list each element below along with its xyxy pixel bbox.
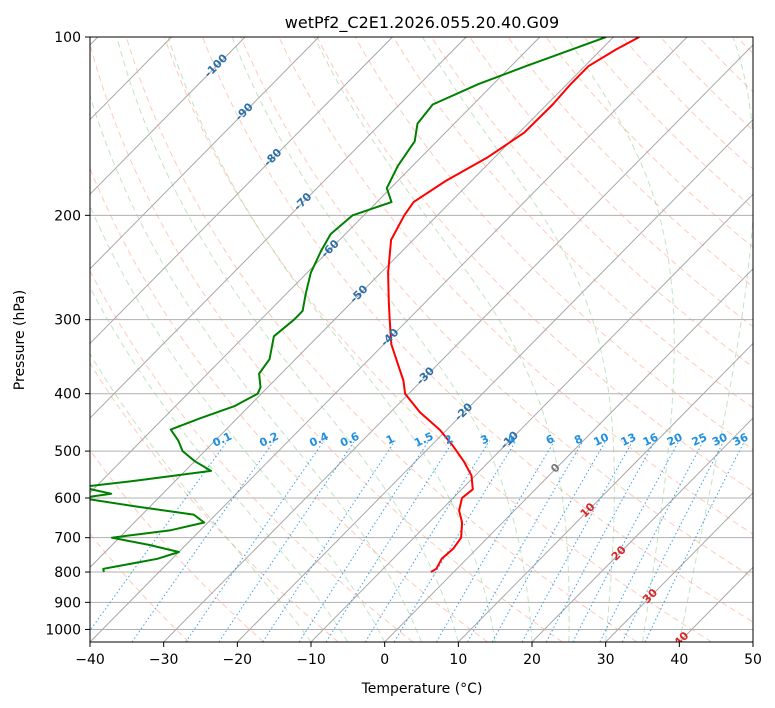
dewpoint-trace [90, 37, 607, 573]
x-tick-label: 20 [523, 652, 541, 668]
y-tick-label: 500 [54, 444, 81, 460]
dry-adiabat [316, 37, 753, 493]
moist-adiabat [313, 37, 570, 642]
isotherm-line [605, 492, 753, 642]
mixing-ratio-line [262, 440, 396, 642]
moist-adiabat [90, 286, 349, 642]
y-tick-label: 900 [54, 595, 81, 611]
temperature-trace [387, 37, 640, 573]
isotherm-line [90, 37, 688, 642]
x-tick-label: 50 [744, 652, 762, 668]
isobar-gridlines [90, 37, 753, 630]
isotherm-line [163, 44, 753, 642]
dry-adiabat [469, 37, 753, 328]
dry-adiabat [354, 37, 753, 450]
mixing-ratio-line [218, 440, 356, 642]
mixing-ratio-label: 13 [619, 431, 638, 449]
mixing-ratio-line [298, 440, 430, 642]
sounding-traces [90, 37, 640, 573]
mixing-ratio-line [393, 440, 517, 642]
mixing-ratio-label: 10 [592, 430, 612, 448]
mixing-ratio-label: 25 [690, 431, 709, 449]
isotherm-line [457, 342, 753, 642]
dry-adiabat [392, 37, 753, 409]
mixing-ratio-line [364, 440, 491, 642]
mixing-ratio-label: 20 [665, 430, 685, 448]
plot-area: -100-90-80-70-60-50-40-30-20-10010203040… [90, 37, 753, 642]
dry-adiabat [90, 449, 264, 642]
dry-adiabat [90, 41, 563, 642]
y-tick-label: 700 [54, 531, 81, 547]
isotherm-line [531, 417, 753, 642]
moist-adiabat [116, 37, 459, 642]
moist-adiabat [167, 37, 496, 642]
moist-adiabat [90, 204, 386, 642]
moist-adiabat [422, 37, 615, 642]
y-tick-label: 400 [54, 387, 81, 403]
y-tick-label: 100 [54, 30, 81, 46]
x-tick-label: −30 [149, 652, 179, 668]
dry-adiabat [125, 37, 638, 642]
mixing-ratio-line [644, 440, 746, 642]
x-tick-label: 30 [597, 652, 615, 668]
mixing-ratio-line [185, 440, 325, 642]
x-tick-label: −40 [75, 652, 105, 668]
isotherm-line [90, 37, 393, 345]
dry-adiabat [202, 37, 753, 623]
moist-adiabat [231, 37, 533, 642]
isotherm-line [236, 118, 753, 642]
y-tick-label: 1000 [45, 622, 81, 638]
moist-adiabat [566, 37, 675, 642]
mixing-ratio-line [491, 440, 607, 642]
y-tick-label: 300 [54, 313, 81, 329]
x-tick-label: −10 [296, 652, 326, 668]
dry-adiabat [90, 269, 414, 642]
mixing-ratio-lines [90, 440, 746, 642]
moist-adiabats [90, 37, 753, 642]
mixing-ratio-line [90, 440, 229, 632]
chart-title: wetPf2_C2E1.2026.055.20.40.G09 [285, 13, 559, 33]
x-tick-label: 0 [380, 652, 389, 668]
dry-adiabat [164, 37, 712, 642]
moist-adiabat [678, 37, 753, 642]
mixing-ratio-line [521, 440, 634, 642]
mixing-ratio-line [435, 440, 556, 642]
isotherm-line [310, 193, 753, 642]
y-tick-label: 600 [54, 491, 81, 507]
isotherm-line [90, 37, 320, 270]
x-axis-label: Temperature (°C) [361, 681, 483, 697]
x-tick-label: −20 [223, 652, 253, 668]
mixing-ratio-line [467, 440, 584, 642]
mixing-ratio-label: 16 [641, 430, 661, 448]
dry-adiabat [240, 37, 753, 579]
mixing-ratio-line [621, 440, 725, 642]
y-axis-ticks: 100 200 300 400 500 600 700 800 900 1000 [45, 30, 90, 638]
dry-adiabat [507, 37, 753, 288]
plot-frame [89, 36, 754, 643]
dry-adiabat [90, 166, 488, 642]
mixing-ratio-line [325, 440, 455, 642]
x-tick-label: 10 [449, 652, 467, 668]
x-axis-ticks: −40 −30 −20 −10 0 10 20 30 40 50 [75, 642, 762, 668]
y-axis-label: Pressure (hPa) [12, 290, 28, 390]
mixing-ratio-label: 30 [710, 430, 730, 448]
isotherm-line [90, 37, 467, 419]
x-tick-label: 40 [670, 652, 688, 668]
moist-adiabat [90, 93, 422, 642]
y-tick-label: 200 [54, 208, 81, 224]
isotherm-line [90, 37, 541, 494]
mixing-ratio-label: 36 [731, 430, 751, 448]
isotherm-line [90, 37, 246, 195]
isotherm-gridlines [90, 37, 753, 642]
y-tick-label: 800 [54, 565, 81, 581]
mixing-ratio-line [545, 440, 656, 642]
isotherm-line [384, 268, 753, 642]
isotherm-line [90, 37, 614, 569]
dry-adiabat [90, 362, 339, 642]
dry-adiabat [431, 37, 753, 368]
